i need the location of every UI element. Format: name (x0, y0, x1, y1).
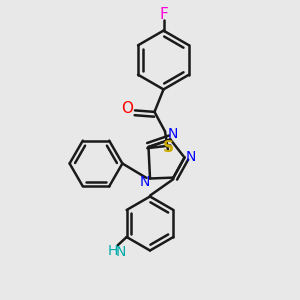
Text: O: O (122, 101, 134, 116)
Text: F: F (159, 7, 168, 22)
Text: N: N (140, 175, 150, 188)
Text: N: N (116, 245, 126, 259)
Text: N: N (186, 150, 196, 164)
Text: S: S (163, 140, 173, 155)
Text: H: H (108, 244, 118, 258)
Text: N: N (168, 127, 178, 141)
